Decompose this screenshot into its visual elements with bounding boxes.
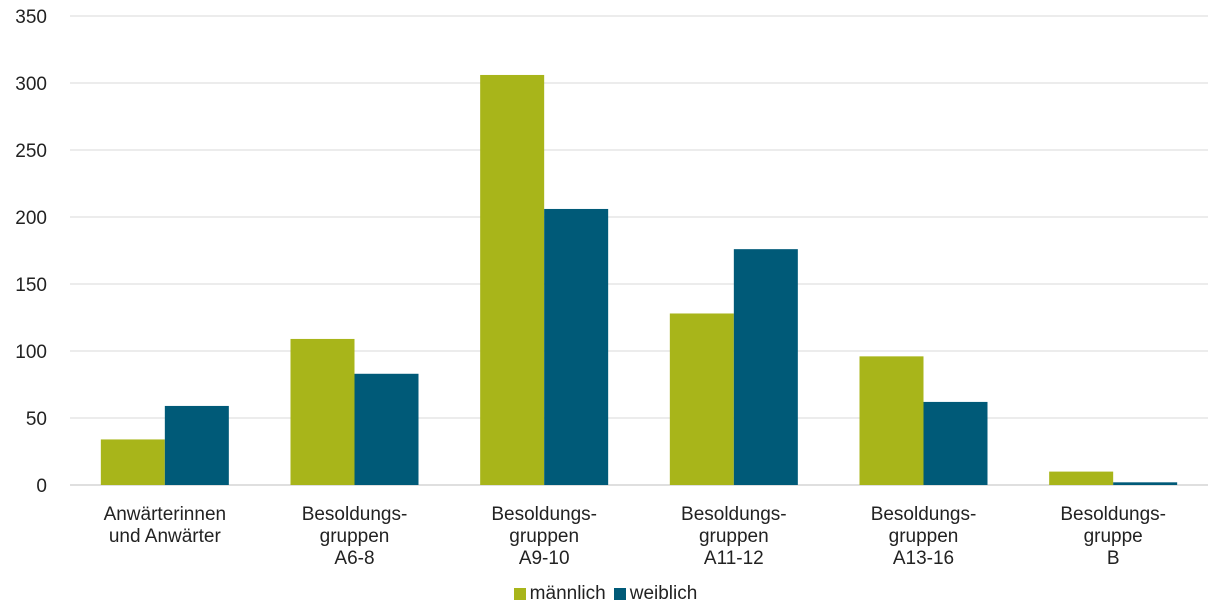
legend-item-weiblich: weiblich — [613, 583, 698, 605]
bar-maennlich — [669, 313, 734, 485]
y-tick-label: 0 — [36, 476, 47, 497]
bar-weiblich — [164, 405, 229, 485]
x-category-label: Besoldungs-gruppen A13-16 — [871, 504, 977, 569]
y-tick-label: 150 — [15, 275, 47, 296]
legend-swatch-weiblich — [613, 588, 626, 600]
legend-label-weiblich: weiblich — [629, 583, 698, 604]
bar-weiblich — [733, 249, 798, 485]
legend-item-maennlich: männlich — [513, 583, 606, 605]
y-tick-label: 350 — [15, 7, 47, 28]
bar-maennlich — [100, 439, 165, 485]
legend: männlich weiblich — [0, 583, 1211, 605]
bar-maennlich — [290, 338, 355, 485]
bar-weiblich — [1113, 482, 1178, 485]
legend-label-maennlich: männlich — [529, 583, 606, 604]
y-tick-label: 300 — [15, 74, 47, 95]
y-tick-label: 250 — [15, 141, 47, 162]
x-category-label: Besoldungs-gruppe B — [1060, 504, 1166, 569]
x-category-label: Besoldungs-gruppen A11-12 — [681, 504, 787, 569]
bar-weiblich — [354, 373, 419, 485]
bar-weiblich — [544, 208, 609, 485]
x-category-label: Anwärterinnen und Anwärter — [104, 504, 227, 547]
legend-swatch-maennlich — [513, 588, 526, 600]
y-tick-label: 100 — [15, 342, 47, 363]
x-category-label: Besoldungs-gruppen A6-8 — [302, 504, 408, 569]
y-tick-label: 50 — [26, 409, 47, 430]
bar-weiblich — [923, 401, 988, 485]
x-category-label: Besoldungs-gruppen A9-10 — [491, 504, 597, 569]
bar-maennlich — [859, 356, 924, 485]
bar-maennlich — [480, 74, 545, 486]
y-tick-label: 200 — [15, 208, 47, 229]
bar-maennlich — [1049, 471, 1114, 485]
